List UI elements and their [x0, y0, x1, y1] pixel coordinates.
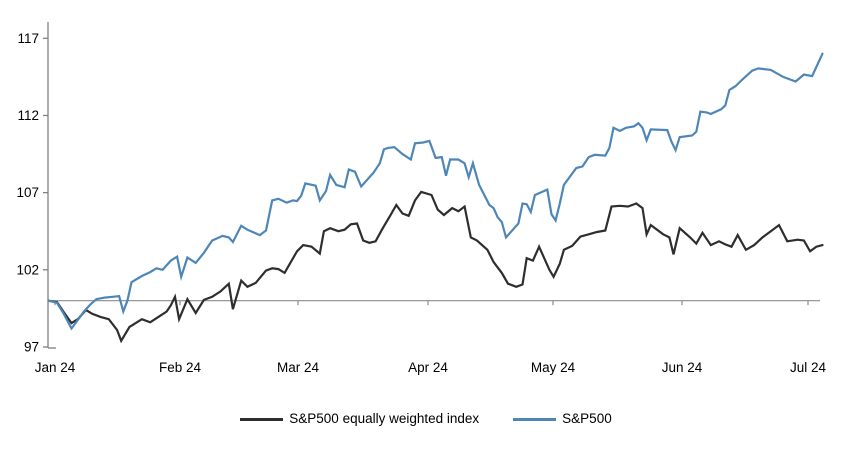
chart-legend: S&P500 equally weighted index S&P500 — [0, 411, 852, 427]
y-tick-label-107: 107 — [16, 185, 39, 200]
chart-canvas: 97 102 107 112 117 Jan 24 Feb 24 Mar 24 Apr 24 Ma… — [16, 22, 827, 375]
x-tick-label-mar-24: Mar 24 — [277, 360, 320, 375]
y-tick-label-117: 117 — [17, 31, 39, 46]
x-tick-label-jan-24: Jan 24 — [35, 360, 76, 375]
legend-item-sp500: S&P500 — [513, 411, 612, 427]
legend-item-sp500-equal-weight: S&P500 equally weighted index — [240, 411, 479, 427]
sp500-line — [47, 52, 824, 331]
legend-label-sp500: S&P500 — [562, 411, 612, 426]
y-tick-label-97: 97 — [24, 340, 39, 355]
legend-swatch-sp500-equal-weight — [240, 417, 284, 421]
x-tick-label-jul-24: Jul 24 — [790, 360, 827, 375]
x-tick-label-feb-24: Feb 24 — [159, 360, 202, 375]
legend-swatch-sp500 — [513, 417, 557, 421]
legend-label-sp500-equal-weight: S&P500 equally weighted index — [289, 411, 480, 426]
x-tick-label-may-24: May 24 — [531, 360, 576, 375]
x-tick-label-jun-24: Jun 24 — [662, 360, 703, 375]
y-tick-label-112: 112 — [17, 108, 39, 123]
sp500-equal-weight-line — [47, 190, 824, 344]
x-tick-label-apr-24: Apr 24 — [408, 360, 448, 375]
y-tick-label-102: 102 — [16, 262, 39, 277]
